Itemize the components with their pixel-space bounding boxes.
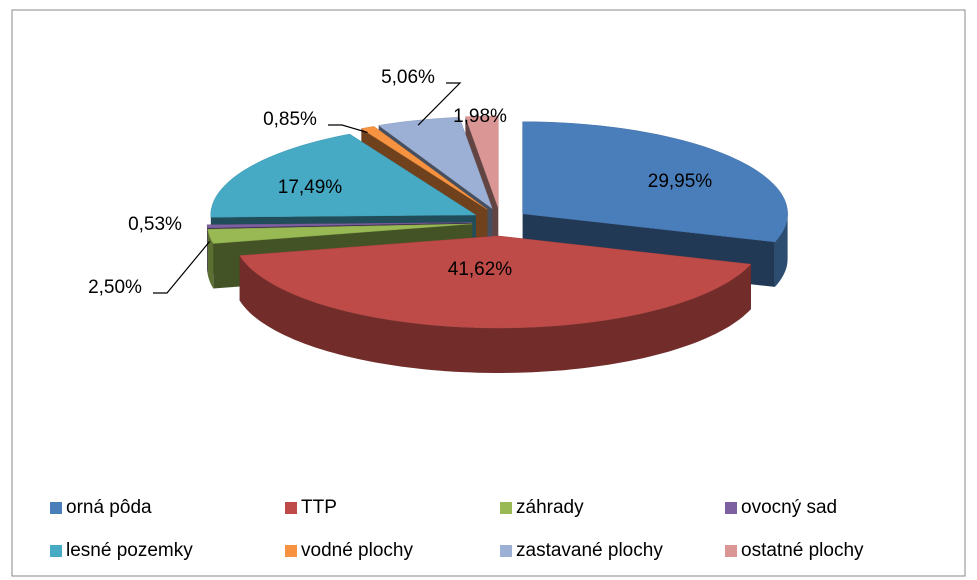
slice-top xyxy=(522,121,788,243)
legend-swatch xyxy=(500,545,512,557)
data-label: 5,06% xyxy=(381,67,435,88)
slice-top xyxy=(210,133,477,218)
slice-top xyxy=(206,222,473,229)
slice-top xyxy=(360,126,488,210)
data-label: 0,53% xyxy=(128,214,182,235)
legend-label: vodné plochy xyxy=(301,540,413,561)
legend-swatch xyxy=(50,502,62,514)
slice-top xyxy=(207,223,473,244)
data-label: 1,98% xyxy=(453,106,507,127)
legend-label: záhrady xyxy=(516,497,584,518)
data-label: 29,95% xyxy=(648,171,713,192)
slice-top xyxy=(239,235,752,329)
slice-rim xyxy=(239,255,751,373)
slice-top xyxy=(378,117,493,210)
legend-label: ovocný sad xyxy=(741,497,837,518)
data-label: 2,50% xyxy=(88,277,142,298)
data-label: 41,62% xyxy=(448,259,513,280)
legend-label: zastavané plochy xyxy=(516,540,663,561)
slice-rim xyxy=(774,213,788,287)
data-label: 17,49% xyxy=(278,177,343,198)
legend-label: orná pôda xyxy=(66,497,152,518)
legend-swatch xyxy=(500,502,512,514)
legend-swatch xyxy=(50,545,62,557)
leader-line xyxy=(417,82,462,126)
legend-swatch xyxy=(725,502,737,514)
legend-label: TTP xyxy=(301,497,337,518)
leader-line xyxy=(153,241,211,294)
legend-swatch xyxy=(725,545,737,557)
legend-swatch xyxy=(285,545,297,557)
legend-label: ostatné plochy xyxy=(741,540,864,561)
slice-top xyxy=(465,115,499,209)
legend-label: lesné pozemky xyxy=(66,540,193,561)
slice-rim xyxy=(207,229,214,289)
legend-swatch xyxy=(285,502,297,514)
data-label: 0,85% xyxy=(263,109,317,130)
leader-line xyxy=(328,124,368,134)
slice xyxy=(239,235,752,373)
